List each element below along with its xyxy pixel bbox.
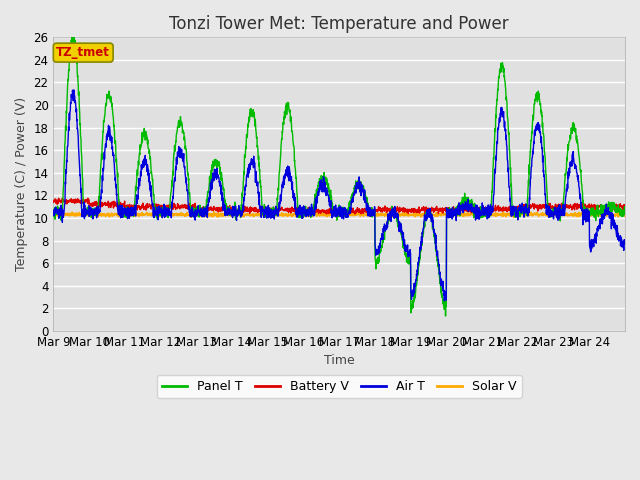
Y-axis label: Temperature (C) / Power (V): Temperature (C) / Power (V) (15, 97, 28, 271)
Panel T (614, 208, 621, 214)
Solar V (614, 211, 621, 217)
Panel T (442, 313, 449, 319)
Panel T (512, 215, 520, 220)
Air T (374, 252, 381, 257)
Air T (621, 240, 629, 246)
Battery V (107, 204, 115, 210)
Solar V (374, 213, 381, 219)
Air T (70, 87, 77, 93)
Panel T (374, 261, 381, 266)
Air T (49, 211, 57, 216)
Air T (544, 212, 552, 218)
Battery V (49, 198, 57, 204)
Line: Panel T: Panel T (53, 37, 625, 316)
Line: Battery V: Battery V (53, 198, 625, 215)
Panel T (49, 213, 57, 218)
Battery V (58, 195, 66, 201)
Solar V (204, 215, 211, 221)
Line: Air T: Air T (53, 90, 625, 301)
Panel T (544, 205, 552, 211)
Solar V (391, 208, 399, 214)
Solar V (512, 211, 520, 216)
Air T (512, 208, 520, 214)
Solar V (49, 210, 57, 216)
Solar V (230, 213, 238, 218)
Panel T (621, 209, 629, 215)
Title: Tonzi Tower Met: Temperature and Power: Tonzi Tower Met: Temperature and Power (170, 15, 509, 33)
Text: TZ_tmet: TZ_tmet (56, 46, 110, 59)
Legend: Panel T, Battery V, Air T, Solar V: Panel T, Battery V, Air T, Solar V (157, 375, 522, 398)
Battery V (512, 207, 520, 213)
Solar V (621, 213, 629, 218)
Battery V (621, 203, 629, 208)
Battery V (374, 207, 382, 213)
Air T (107, 137, 115, 143)
Panel T (107, 94, 115, 99)
Air T (440, 298, 448, 304)
Line: Solar V: Solar V (53, 211, 625, 218)
Air T (614, 223, 621, 228)
Solar V (544, 211, 552, 217)
Battery V (614, 203, 621, 209)
Air T (230, 212, 238, 218)
Solar V (107, 212, 115, 217)
Battery V (230, 208, 238, 214)
Battery V (366, 212, 374, 217)
Panel T (68, 35, 76, 40)
Battery V (544, 204, 552, 210)
X-axis label: Time: Time (324, 354, 355, 367)
Panel T (230, 209, 238, 215)
